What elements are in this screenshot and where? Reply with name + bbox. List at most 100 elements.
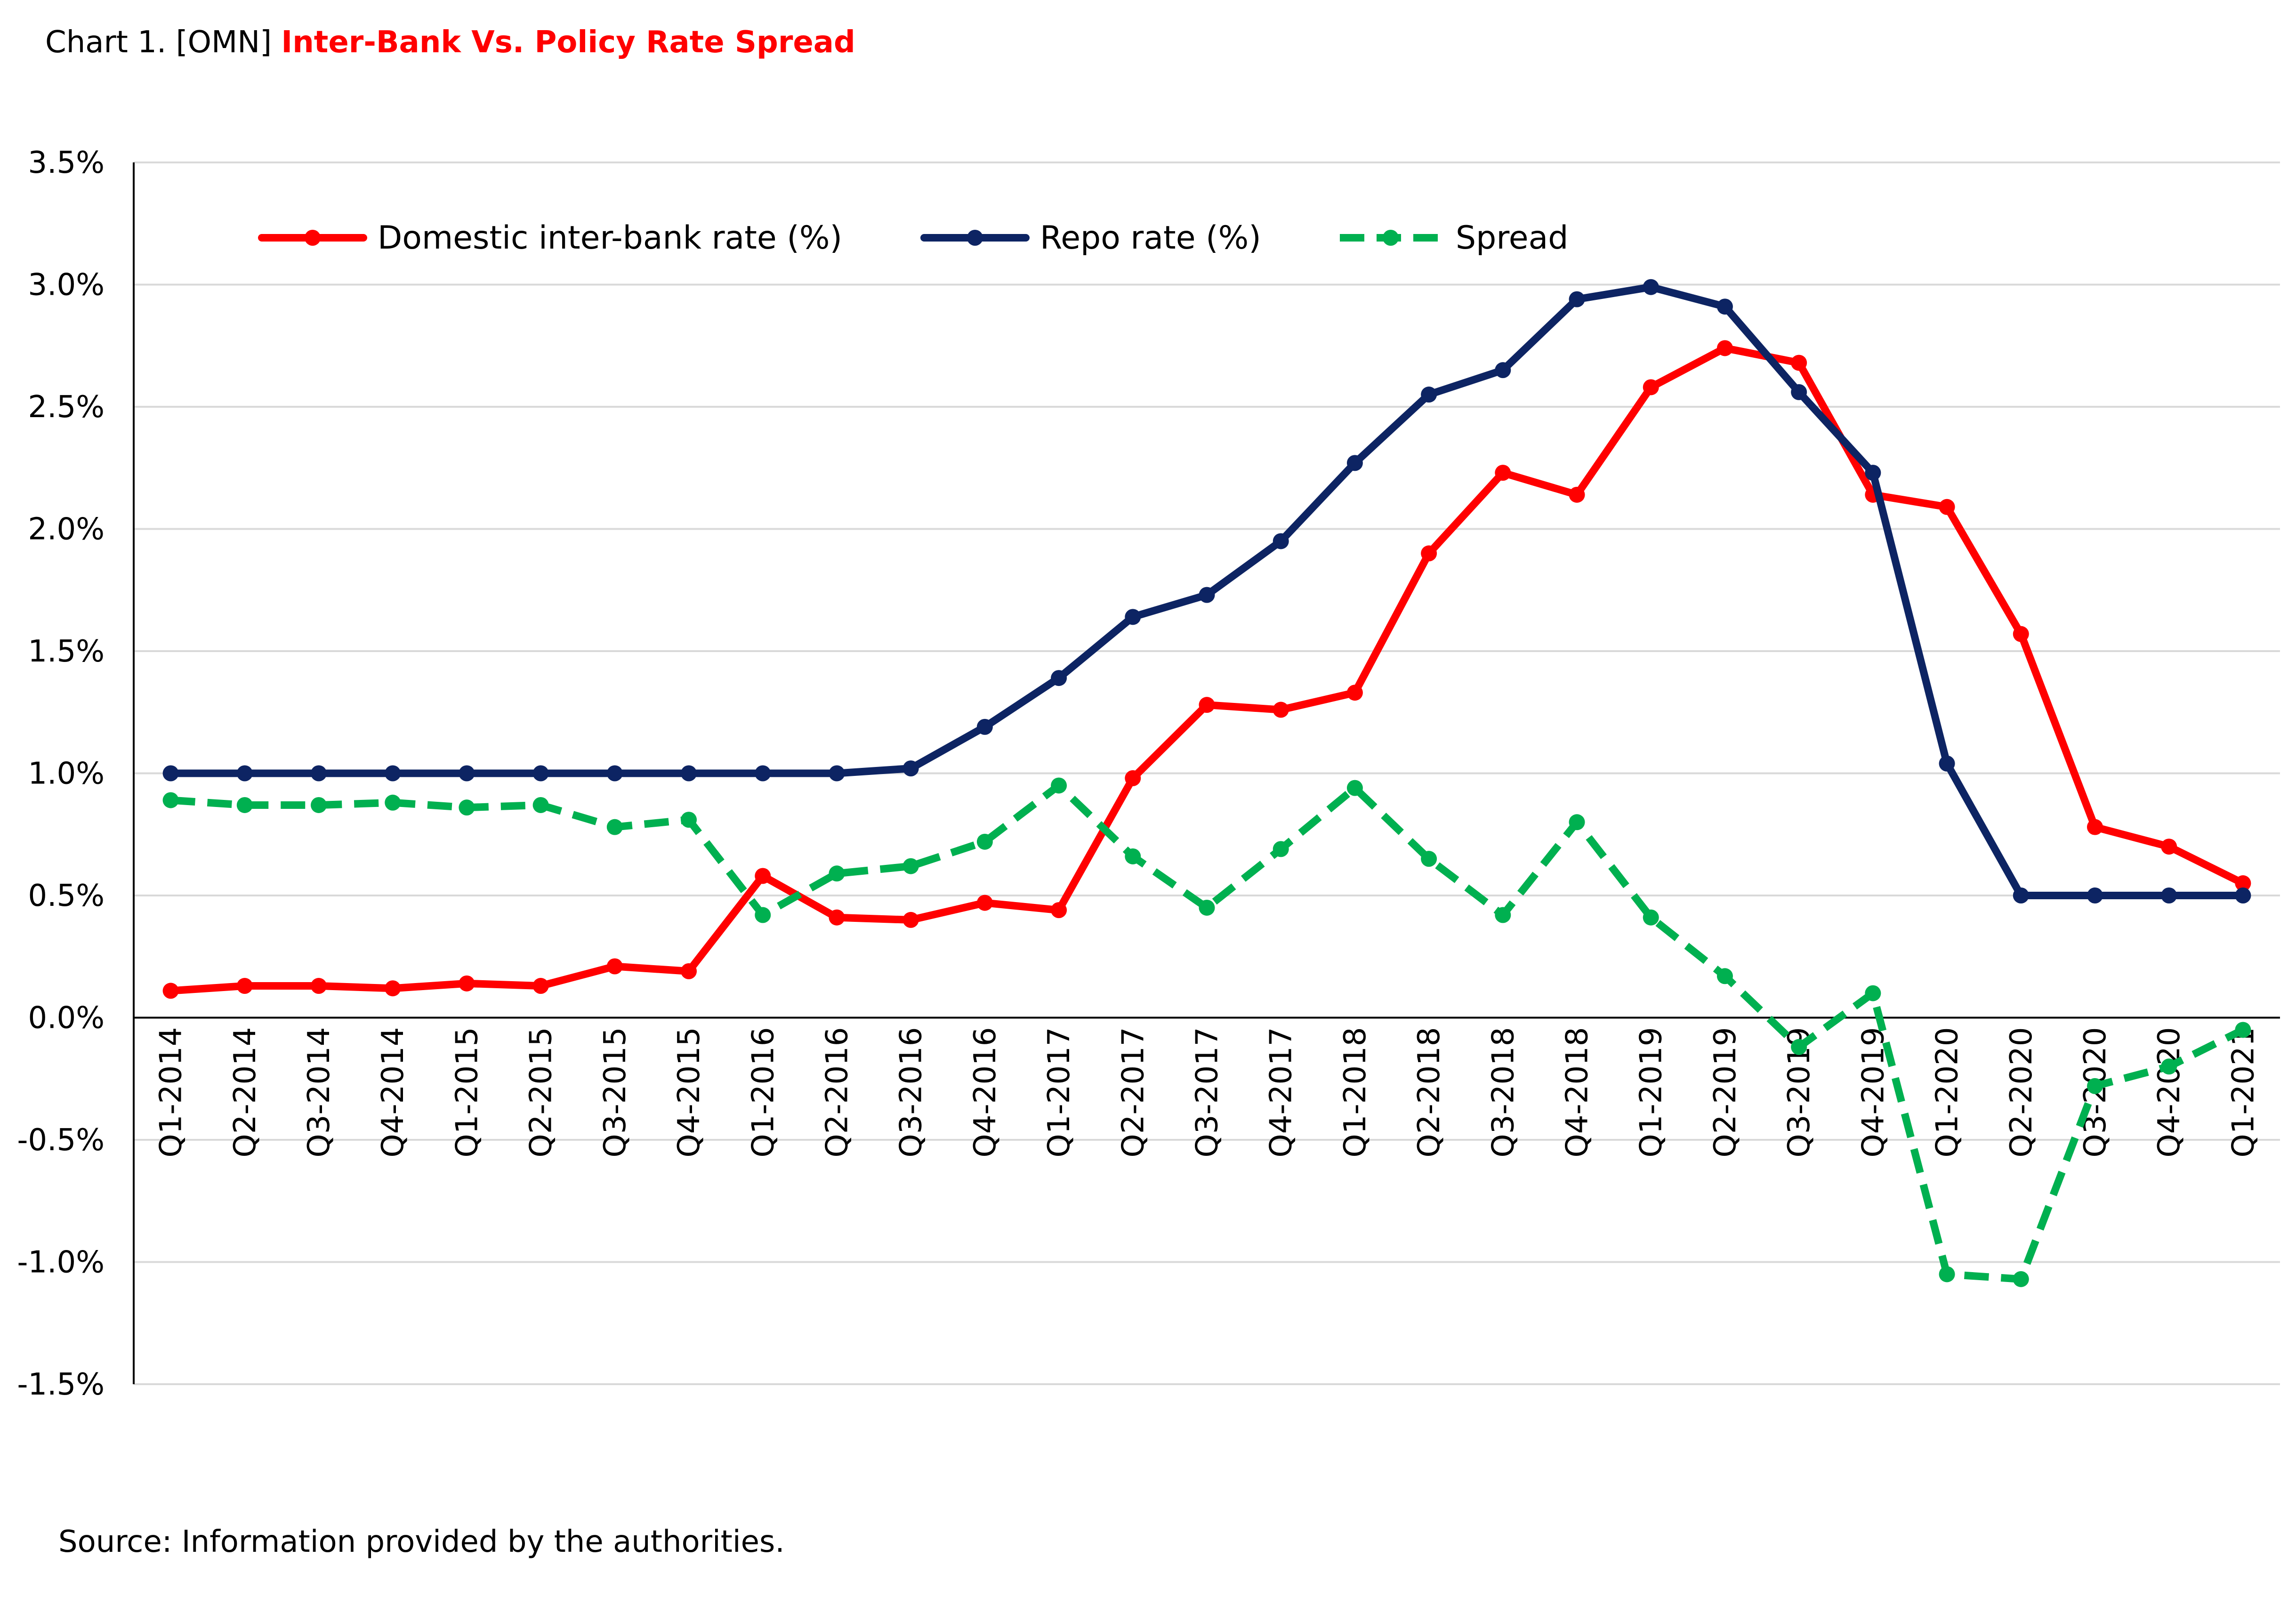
series-3-point <box>459 799 475 816</box>
series-1-point <box>532 978 549 994</box>
x-tick-label: Q1-2018 <box>1338 1027 1373 1158</box>
series-3-point <box>236 797 253 813</box>
series-3-point <box>1716 968 1733 984</box>
y-tick-label: 0.5% <box>28 879 105 913</box>
x-tick-label: Q3-2014 <box>302 1027 337 1158</box>
series-1-point <box>1273 702 1289 718</box>
series-1-point <box>1051 902 1067 919</box>
series-2-point <box>1865 465 1881 481</box>
x-tick-label: Q1-2021 <box>2226 1027 2261 1158</box>
series-3-point <box>1273 841 1289 857</box>
series-2-point <box>606 765 623 782</box>
series-3-point <box>162 792 179 808</box>
series-1-point <box>1939 499 1955 515</box>
x-tick-label: Q1-2015 <box>450 1027 484 1158</box>
series-2-point <box>311 765 327 782</box>
series-1-point <box>829 909 845 926</box>
series-1-point <box>311 978 327 994</box>
series-2-point <box>2087 887 2103 903</box>
y-tick-label: 3.5% <box>28 145 105 180</box>
series-1-point <box>1716 340 1733 356</box>
series-layer <box>162 279 2251 1287</box>
series-1-point <box>606 958 623 975</box>
x-tick-label: Q4-2018 <box>1560 1027 1595 1158</box>
series-2-point <box>1051 670 1067 686</box>
series-2-point <box>829 765 845 782</box>
series-2-point <box>1643 279 1659 295</box>
series-line-3 <box>170 782 2245 1283</box>
series-1-point <box>1199 697 1215 713</box>
series-3-point <box>532 797 549 813</box>
series-line-1 <box>167 344 2247 995</box>
series-2-point <box>2161 887 2177 903</box>
series-1-point <box>1791 355 1807 371</box>
y-tick-label: 2.0% <box>28 512 105 547</box>
series-2-point <box>681 765 697 782</box>
series-3-point <box>311 797 327 813</box>
series-3-point <box>1939 1266 1955 1282</box>
series-1-point <box>976 895 993 911</box>
x-tick-label: Q1-2016 <box>746 1027 781 1158</box>
x-tick-label: Q2-2019 <box>1708 1027 1743 1158</box>
legend: Domestic inter-bank rate (%) Repo rate (%… <box>258 219 1568 257</box>
x-tick-label: Q2-2014 <box>228 1027 263 1158</box>
legend-label-2: Repo rate (%) <box>1040 219 1261 257</box>
series-2-point <box>1495 362 1511 379</box>
x-tick-label: Q3-2018 <box>1486 1027 1521 1158</box>
series-1-point <box>2087 819 2103 835</box>
series-2-point <box>1199 587 1215 603</box>
series-3-point <box>1051 777 1067 794</box>
x-tick-label: Q1-2020 <box>1930 1027 1965 1158</box>
x-tick-label: Q1-2019 <box>1634 1027 1669 1158</box>
series-3-point <box>1569 814 1585 831</box>
legend-marker-2 <box>967 230 983 246</box>
series-3-point <box>385 794 401 811</box>
x-tick-label: Q4-2014 <box>376 1027 411 1158</box>
series-1-point <box>1346 685 1363 701</box>
series-3-point <box>1643 909 1659 926</box>
series-1-point <box>2161 839 2177 855</box>
chart-label: Chart 1. [OMN] <box>45 25 272 60</box>
x-tick-label: Q4-2020 <box>2152 1027 2187 1158</box>
series-2-point <box>532 765 549 782</box>
series-1-point <box>459 975 475 992</box>
series-1-point <box>1421 545 1437 562</box>
x-tick-label: Q2-2017 <box>1116 1027 1151 1158</box>
series-2-point <box>236 765 253 782</box>
chart-header: Chart 1. [OMN] Inter-Bank Vs. Policy Rat… <box>45 24 855 61</box>
series-1-point <box>1643 379 1659 395</box>
series-3-point <box>2013 1271 2029 1287</box>
legend-marker-3 <box>1383 230 1399 246</box>
series-3-point <box>1791 1039 1807 1055</box>
x-tick-label: Q3-2017 <box>1190 1027 1225 1158</box>
y-tick-label: 1.5% <box>28 634 105 669</box>
series-3-point <box>2161 1058 2177 1075</box>
series-1-point <box>236 978 253 994</box>
series-1-point <box>755 868 771 884</box>
x-tick-label: Q2-2015 <box>524 1027 559 1158</box>
series-2-point <box>976 718 993 735</box>
series-2-point <box>1716 298 1733 315</box>
y-tick-label: 1.0% <box>28 757 105 791</box>
legend-label-1: Domestic inter-bank rate (%) <box>378 219 842 257</box>
series-1-point <box>385 980 401 997</box>
x-tick-label: Q3-2015 <box>598 1027 633 1158</box>
series-3-point <box>1199 899 1215 916</box>
series-2-point <box>459 765 475 782</box>
series-2-point <box>1791 384 1807 400</box>
series-1-point <box>681 963 697 979</box>
series-3-point <box>1865 985 1881 1001</box>
series-2-point <box>1421 387 1437 403</box>
x-tick-label: Q4-2017 <box>1264 1027 1299 1158</box>
series-3-point <box>829 865 845 882</box>
series-3-point <box>1346 780 1363 796</box>
series-1-point <box>1495 465 1511 481</box>
series-3-point <box>1495 907 1511 923</box>
series-2-point <box>1346 455 1363 471</box>
series-1-point <box>2235 875 2251 892</box>
y-tick-label: 2.5% <box>28 390 105 425</box>
series-3-point <box>902 858 919 874</box>
series-2-point <box>162 765 179 782</box>
series-1-point <box>2013 626 2029 642</box>
